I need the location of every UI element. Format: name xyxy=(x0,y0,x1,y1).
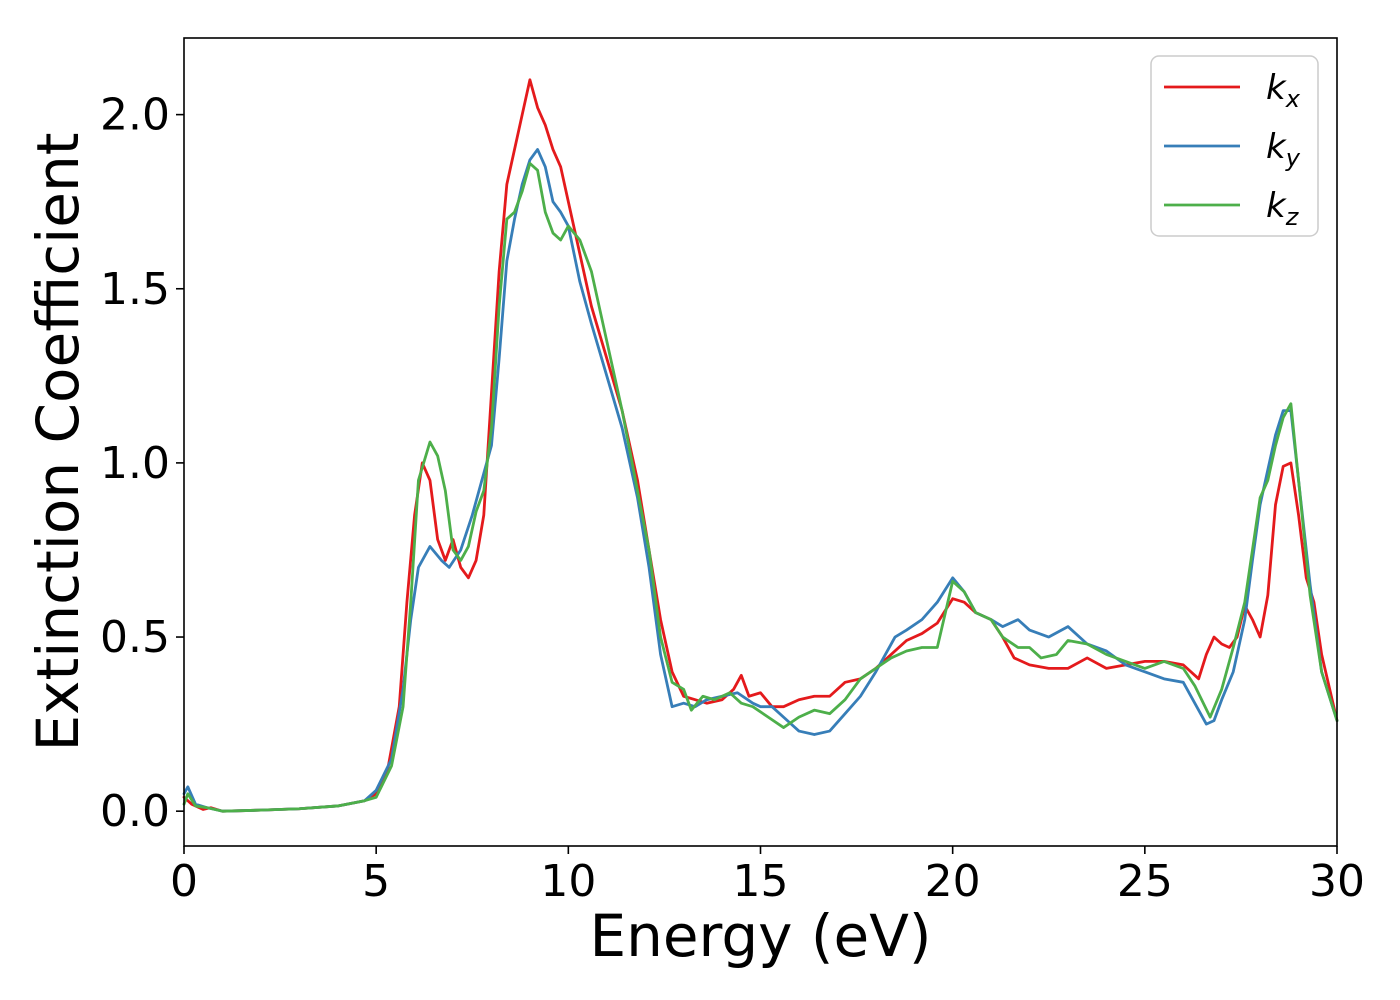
y-tick-label: 0.5 xyxy=(100,612,170,663)
x-tick-label: 15 xyxy=(733,856,789,907)
x-tick-label: 30 xyxy=(1309,856,1365,907)
x-tick-label: 5 xyxy=(362,856,390,907)
x-tick-label: 0 xyxy=(170,856,198,907)
x-tick-label: 20 xyxy=(925,856,981,907)
series-line-ky xyxy=(182,148,1339,813)
x-tick-label: 10 xyxy=(540,856,596,907)
legend-items: kx ky kz xyxy=(1164,68,1301,231)
legend-label-ky: ky xyxy=(1266,127,1301,172)
legend-label-kz: kz xyxy=(1266,186,1300,231)
legend: kx ky kz xyxy=(1150,55,1319,237)
y-tick-label: 0.0 xyxy=(100,786,170,837)
series-layer xyxy=(182,78,1339,813)
y-axis-label: Extinction Coefficient xyxy=(24,133,92,752)
x-tick-label: 25 xyxy=(1117,856,1173,907)
series-line-kx xyxy=(182,78,1339,813)
y-axis: 0.0 0.5 1.0 1.5 2.0 xyxy=(100,90,184,837)
y-tick-label: 1.5 xyxy=(100,264,170,315)
x-axis: 0 5 10 15 20 25 30 xyxy=(170,846,1365,907)
legend-label-kx: kx xyxy=(1266,68,1301,113)
y-tick-label: 1.0 xyxy=(100,438,170,489)
series-line-kz xyxy=(182,161,1339,813)
y-tick-label: 2.0 xyxy=(100,90,170,141)
x-axis-label: Energy (eV) xyxy=(589,902,931,970)
